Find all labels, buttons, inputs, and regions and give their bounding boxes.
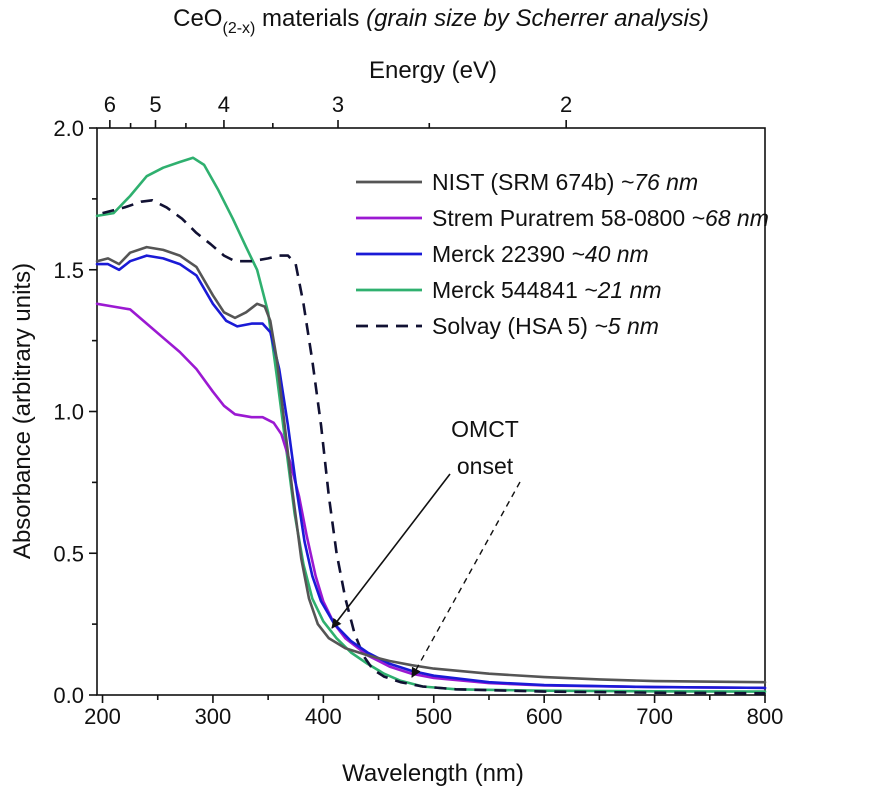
series-line-1 xyxy=(95,302,767,690)
series-line-0 xyxy=(95,245,767,684)
series-group xyxy=(95,156,767,695)
top-axis-title: Energy (eV) xyxy=(369,57,497,84)
series-line-2 xyxy=(95,254,767,690)
x-tick-label: 400 xyxy=(305,704,342,729)
title-italic: (grain size by Scherrer analysis) xyxy=(366,5,709,32)
series-line-3 xyxy=(95,156,767,693)
y-tick-label: 0.5 xyxy=(53,541,84,566)
legend-label-4: Solvay (HSA 5) ~5 nm xyxy=(432,313,659,339)
top-tick-label: 5 xyxy=(149,92,161,117)
title-rest: materials xyxy=(255,5,366,32)
x-axis-title: Wavelength (nm) xyxy=(342,760,524,787)
x-tick-label: 800 xyxy=(747,704,784,729)
y-tick-label: 1.0 xyxy=(53,400,84,425)
y-tick-label: 0.0 xyxy=(53,683,84,708)
legend-label-0: NIST (SRM 674b) ~76 nm xyxy=(432,169,698,195)
annotation-arrow-dashed xyxy=(411,481,521,678)
top-tick-label: 6 xyxy=(104,92,116,117)
x-tick-label: 500 xyxy=(415,704,452,729)
annotation-label-line1: OMCT xyxy=(451,416,519,442)
series-line-4 xyxy=(102,199,766,695)
annotation-omct-onset: OMCT onset xyxy=(331,416,521,678)
title-subscript: (2-x) xyxy=(222,20,255,37)
annotation-arrow-solid xyxy=(331,473,451,629)
x-tick-label: 600 xyxy=(526,704,563,729)
y-axis-title: Absorbance (arbitrary units) xyxy=(9,263,36,559)
annotation-label-line2: onset xyxy=(457,453,514,479)
legend: NIST (SRM 674b) ~76 nm Strem Puratrem 58-… xyxy=(356,169,769,339)
top-axis: 6 5 4 3 2 xyxy=(104,92,572,128)
legend-label-2: Merck 22390 ~40 nm xyxy=(432,241,649,267)
legend-label-1: Strem Puratrem 58-0800 ~68 nm xyxy=(432,205,769,231)
bottom-axis: 200 300 400 500 600 700 800 xyxy=(84,695,783,729)
top-tick-label: 2 xyxy=(560,92,572,117)
y-tick-label: 2.0 xyxy=(53,116,84,141)
left-axis: 0.0 0.5 1.0 1.5 2.0 xyxy=(53,116,97,708)
y-tick-label: 1.5 xyxy=(53,258,84,283)
top-tick-label: 3 xyxy=(332,92,344,117)
chart-title: CeO(2-x) materials (grain size by Scherr… xyxy=(173,5,709,37)
x-tick-label: 200 xyxy=(84,704,121,729)
x-tick-label: 700 xyxy=(636,704,673,729)
legend-label-3: Merck 544841 ~21 nm xyxy=(432,277,662,303)
title-main: CeO xyxy=(173,5,222,32)
x-tick-label: 300 xyxy=(195,704,232,729)
top-tick-label: 4 xyxy=(218,92,230,117)
